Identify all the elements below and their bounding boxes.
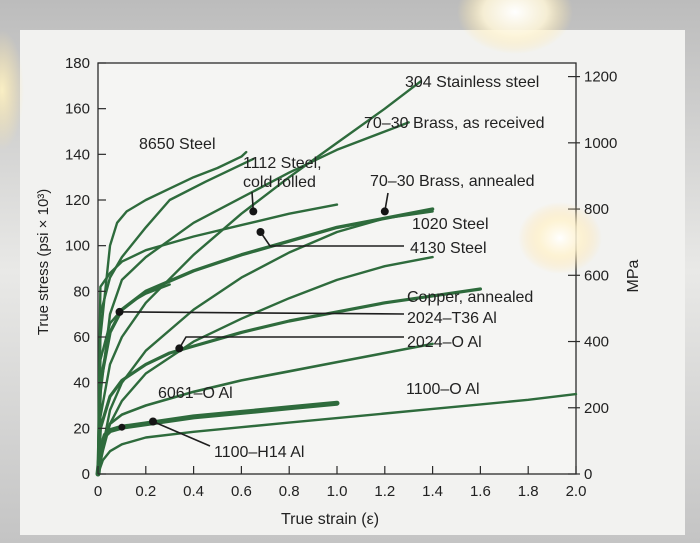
label-2024-o: 2024–O Al xyxy=(407,334,482,351)
light-glare-top xyxy=(457,0,573,54)
curve-304-stainless-steel xyxy=(96,80,422,476)
y-tick-label: 60 xyxy=(73,329,90,346)
y-tick-label: 180 xyxy=(65,55,90,72)
leader-1100-h14-al xyxy=(152,420,211,447)
light-glare-middle xyxy=(518,202,602,274)
label-1100-o: 1100–O Al xyxy=(406,381,480,398)
y2-tick-label: 0 xyxy=(584,466,592,483)
x-tick-label: 2.0 xyxy=(566,483,587,500)
curve-1020-steel xyxy=(96,207,435,476)
marker-1112-steel-cold-rolled xyxy=(249,207,258,216)
y2-tick-label: 600 xyxy=(584,267,609,284)
label-8650-steel: 8650 Steel xyxy=(139,136,216,153)
label-brass-annealed: 70–30 Brass, annealed xyxy=(370,173,535,190)
x-tick-label: 1.4 xyxy=(422,483,443,500)
y-tick-label: 20 xyxy=(73,420,90,437)
x-tick-label: 1.2 xyxy=(374,483,395,500)
y-axis-ticks: 0 20 40 60 80 100 120 140 160 180 xyxy=(65,55,106,483)
label-4130-steel: 4130 Steel xyxy=(410,240,487,257)
y2-tick-label: 1200 xyxy=(584,69,617,86)
x-tick-label: 0.2 xyxy=(135,483,156,500)
y2-axis-title: MPa xyxy=(625,259,642,292)
marker-1100-h14-al xyxy=(149,417,157,426)
series-labels: 304 Stainless steel 70–30 Brass, as rece… xyxy=(139,74,545,461)
x-tick-label: 1.8 xyxy=(518,483,539,500)
x-axis-ticks: 0 0.2 0.4 0.6 0.8 1.0 1.2 1.4 1.6 1.8 2.0 xyxy=(94,466,587,500)
y2-tick-label: 1000 xyxy=(584,135,617,152)
marker-2024-t36-al xyxy=(115,307,124,316)
y-tick-label: 120 xyxy=(65,192,90,209)
label-1100-h14: 1100–H14 Al xyxy=(214,444,304,461)
label-brass-as-received: 70–30 Brass, as received xyxy=(364,115,545,132)
curve-4130-steel xyxy=(96,203,339,476)
curve-2024-o-al xyxy=(96,287,482,476)
label-6061-o: 6061–O Al xyxy=(158,385,233,402)
y-tick-label: 100 xyxy=(65,238,90,255)
x-axis-title: True strain (ε) xyxy=(281,511,379,528)
curve-1112-steel-cold-rolled xyxy=(96,157,255,476)
leader-4130-steel xyxy=(259,231,404,247)
curve-1100-h14-al xyxy=(95,400,340,477)
y-tick-label: 80 xyxy=(73,283,90,300)
curve-70-30-brass-annealed xyxy=(96,210,434,476)
light-glare-left xyxy=(0,30,24,150)
label-copper-annealed: Copper, annealed xyxy=(407,289,533,306)
leader-2024-o-al xyxy=(178,336,404,349)
y-tick-label: 0 xyxy=(82,466,90,483)
y-tick-label: 160 xyxy=(65,101,90,118)
x-tick-label: 0.6 xyxy=(231,483,252,500)
marker-2024-o-al xyxy=(175,344,184,353)
leader-lines-layer xyxy=(115,191,405,447)
label-2024-t36: 2024–T36 Al xyxy=(407,310,497,327)
curve-1100-o-al xyxy=(96,392,578,476)
y-axis-title: True stress (psi × 10³) xyxy=(35,189,52,336)
curves-layer xyxy=(95,80,578,477)
leader-2024-t36-al xyxy=(119,311,405,315)
y-tick-label: 40 xyxy=(73,375,90,392)
x-tick-label: 0.4 xyxy=(183,483,204,500)
marker-4130-steel xyxy=(256,228,265,236)
marker-1100-h14-al-2 xyxy=(118,423,126,431)
label-1020-steel: 1020 Steel xyxy=(412,216,489,233)
x-tick-label: 0 xyxy=(94,483,102,500)
y2-tick-label: 200 xyxy=(584,400,609,417)
y2-tick-label: 400 xyxy=(584,334,609,351)
axis-titles: True strain (ε) True stress (psi × 10³) … xyxy=(35,189,642,528)
x-tick-label: 1.0 xyxy=(327,483,348,500)
label-304-stainless: 304 Stainless steel xyxy=(405,74,539,91)
x-tick-label: 0.8 xyxy=(279,483,300,500)
marker-70-30-brass-annealed xyxy=(380,207,389,216)
y-tick-label: 140 xyxy=(65,146,90,163)
label-1112-steel: 1112 Steel, cold rolled xyxy=(243,155,322,191)
x-tick-label: 1.6 xyxy=(470,483,491,500)
